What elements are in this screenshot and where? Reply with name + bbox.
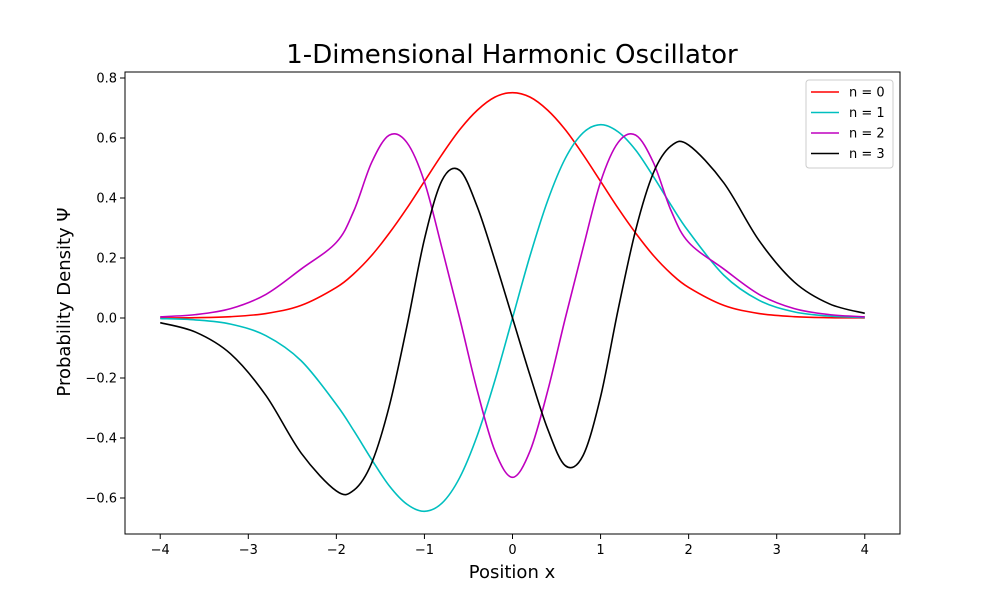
legend-label-3: n = 3 (849, 147, 885, 162)
x-tick-label: −3 (239, 543, 258, 558)
legend-box (805, 79, 894, 169)
legend-label-1: n = 1 (849, 106, 885, 121)
y-tick-label: 0.0 (96, 312, 117, 327)
legend: n = 0 n = 1 n = 2 n = 3 (805, 79, 894, 169)
x-tick-label: −2 (327, 543, 346, 558)
legend-label-0: n = 0 (849, 86, 885, 101)
x-tick-label: 3 (773, 543, 781, 558)
y-tick-label: 0.6 (96, 132, 117, 147)
y-tick-label: −0.4 (85, 432, 117, 447)
y-tick-label: 0.4 (96, 192, 117, 207)
x-tick-label: 4 (861, 543, 869, 558)
series-line-0 (160, 91, 865, 319)
x-tick-label: 2 (684, 543, 692, 558)
y-tick-label: 0.2 (96, 252, 117, 267)
y-tick-label: −0.2 (85, 372, 117, 387)
x-tick-label: −1 (415, 543, 434, 558)
x-tick-label: 0 (508, 543, 516, 558)
y-tick-label: −0.6 (85, 492, 117, 507)
chart-title: 1-Dimensional Harmonic Oscillator (286, 40, 738, 70)
plot-area (124, 71, 901, 535)
axis-ticks: −4 −3 −2 −1 0 1 2 3 4 −0.6 −0.4 −0.2 0.0 0.2 0.4 0.6 0.8 (85, 72, 868, 559)
y-tick-label: 0.8 (96, 72, 117, 87)
x-tick-label: 1 (596, 543, 604, 558)
legend-label-2: n = 2 (849, 127, 885, 142)
series-line-3 (160, 140, 865, 496)
y-axis-label: Probability Density Ψ (54, 207, 75, 396)
x-axis-label: Position x (469, 562, 556, 583)
x-tick-label: −4 (151, 543, 170, 558)
series-line-2 (160, 133, 865, 479)
